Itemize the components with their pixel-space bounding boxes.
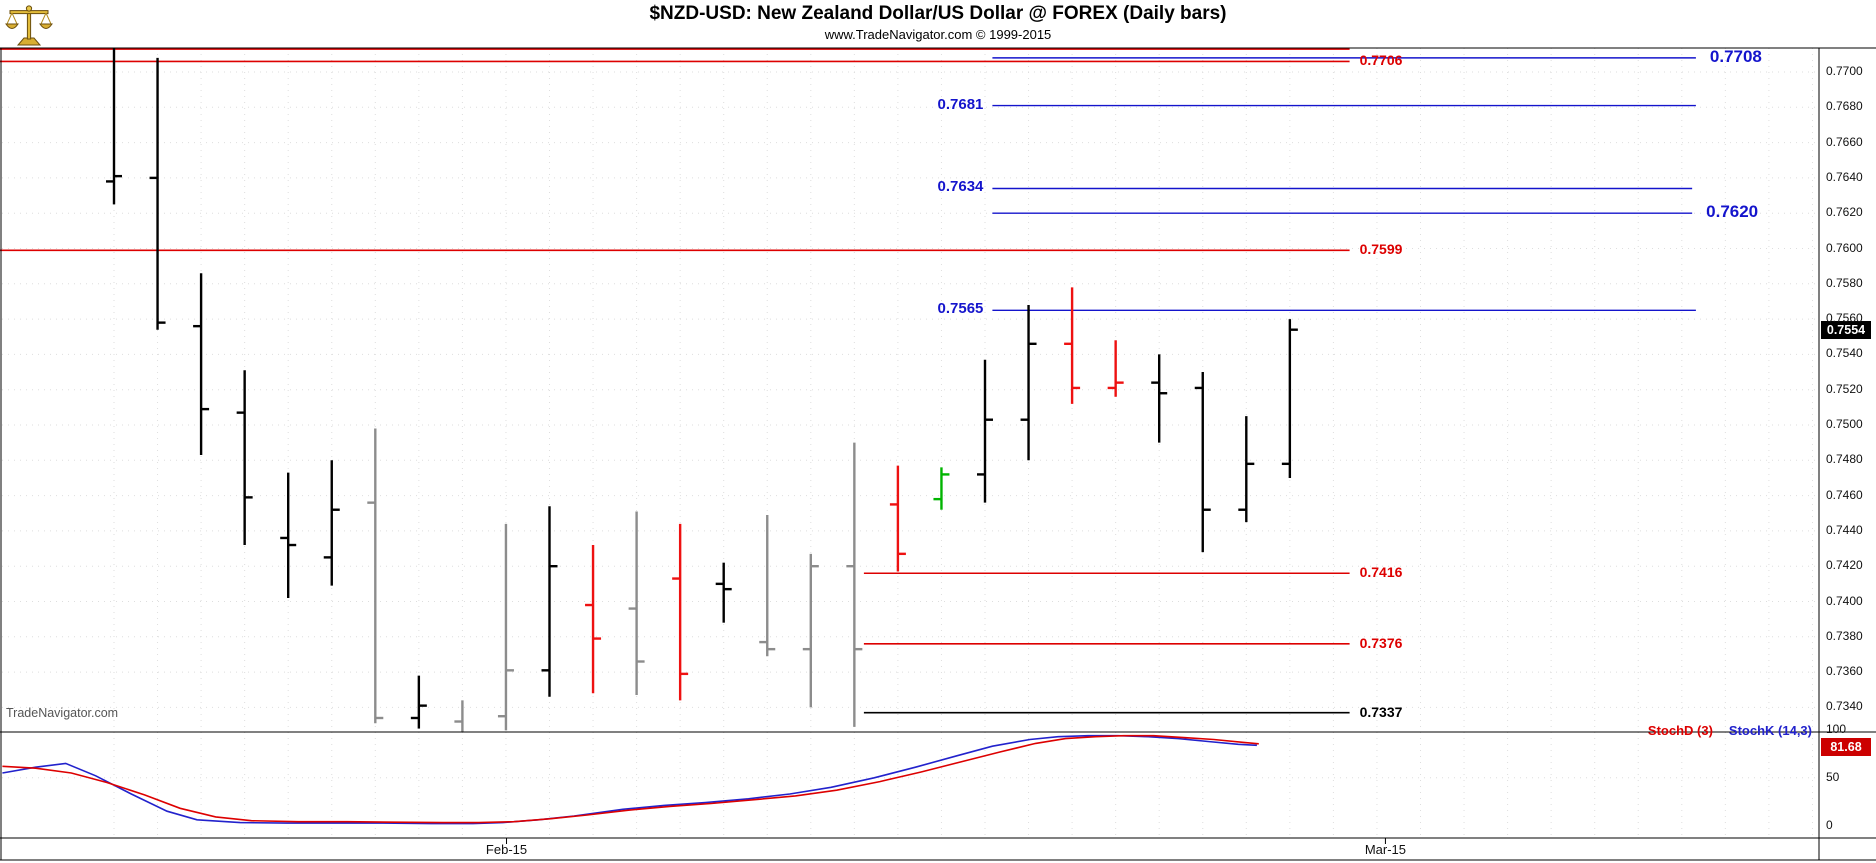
chart-subtitle: www.TradeNavigator.com © 1999-2015 bbox=[824, 27, 1052, 42]
price-axis-label: 0.7560 bbox=[1826, 311, 1863, 326]
stoch-line-StochK-14-3 bbox=[2, 734, 1257, 825]
price-axis-label: 0.7420 bbox=[1826, 558, 1863, 573]
level-label: 0.7681 bbox=[937, 95, 984, 113]
stoch-k-legend-label[interactable]: StochK (14,3) bbox=[1728, 723, 1812, 738]
level-label: 0.7416 bbox=[1359, 564, 1403, 581]
level-label: 0.7620 bbox=[1706, 202, 1759, 222]
price-axis-label: 0.7440 bbox=[1826, 522, 1863, 537]
stoch-axis-label: 100 bbox=[1826, 722, 1847, 736]
level-label: 0.7708 bbox=[1709, 46, 1762, 66]
chart-title: $NZD-USD: New Zealand Dollar/US Dollar @… bbox=[649, 3, 1227, 24]
price-axis-label: 0.7380 bbox=[1826, 628, 1863, 643]
price-axis-label: 0.7360 bbox=[1826, 664, 1863, 679]
level-label: 0.7565 bbox=[937, 300, 984, 318]
price-axis-label: 0.7580 bbox=[1826, 275, 1863, 290]
price-axis-label: 0.7520 bbox=[1826, 381, 1863, 396]
price-axis-label: 0.7600 bbox=[1826, 240, 1863, 255]
stoch-d-legend-label[interactable]: StochD (3) bbox=[1647, 723, 1713, 738]
month-label-1: Mar-15 bbox=[1364, 842, 1407, 857]
level-label: 0.7706 bbox=[1359, 52, 1403, 69]
stoch-line-StochD-3 bbox=[2, 734, 1259, 824]
price-axis-label: 0.7540 bbox=[1826, 346, 1863, 361]
watermark: TradeNavigator.com bbox=[6, 706, 119, 720]
stoch-axis-label: 50 bbox=[1826, 769, 1840, 784]
stoch-legend: StochD (3) StochK (14,3) bbox=[1648, 723, 1812, 738]
price-axis-label: 0.7660 bbox=[1826, 134, 1863, 149]
trade-navigator-scales-logo bbox=[5, 5, 53, 46]
last-price-badge: 0.7554 bbox=[1821, 320, 1871, 339]
level-label: 0.7634 bbox=[937, 178, 984, 196]
level-label: 0.7599 bbox=[1359, 241, 1403, 258]
price-axis-label: 0.7680 bbox=[1826, 99, 1863, 114]
price-axis-label: 0.7400 bbox=[1826, 593, 1863, 608]
stoch-axis-label: 0 bbox=[1826, 817, 1833, 832]
price-axis-label: 0.7620 bbox=[1826, 205, 1863, 220]
stoch-value-badge: 81.68 bbox=[1821, 738, 1871, 757]
price-axis-label: 0.7480 bbox=[1826, 452, 1863, 467]
price-axis-label: 0.7700 bbox=[1826, 64, 1863, 78]
price-axis-label: 0.7640 bbox=[1826, 169, 1863, 184]
price-axis-label: 0.7460 bbox=[1826, 487, 1863, 502]
price-axis-label: 0.7340 bbox=[1826, 699, 1863, 714]
level-label: 0.7376 bbox=[1359, 634, 1403, 651]
month-label-0: Feb-15 bbox=[485, 842, 528, 857]
level-label: 0.7337 bbox=[1359, 703, 1403, 720]
price-axis-label: 0.7500 bbox=[1826, 417, 1863, 431]
